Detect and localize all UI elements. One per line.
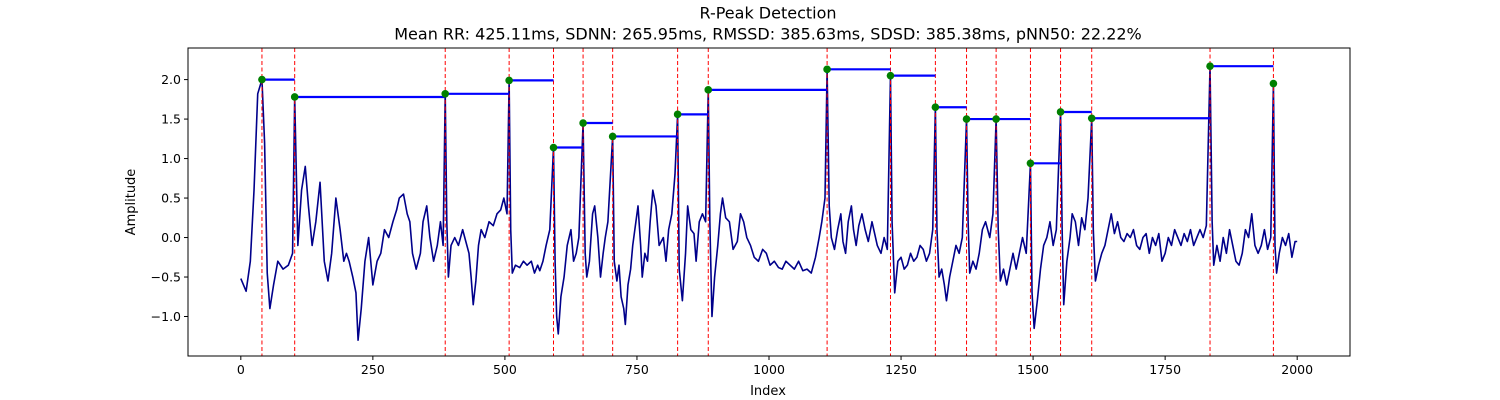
chart-subtitle: Mean RR: 425.11ms, SDNN: 265.95ms, RMSSD… [394,25,1142,44]
y-tick-label-3: 0.5 [161,191,181,206]
r-peak-marker-16 [1056,108,1065,116]
r-peak-marker-18 [1206,62,1214,70]
x-tick-label-7: 1750 [1149,362,1181,377]
r-peak-marker-12 [931,103,940,112]
x-tick-label-1: 250 [361,362,385,377]
r-peak-marker-10 [823,65,831,74]
r-peak-marker-7 [608,132,617,141]
x-tick-label-2: 500 [493,362,517,377]
ecg-signal-line [240,65,1298,342]
r-peak-marker-1 [258,75,266,84]
y-tick-label-6: 2.0 [161,72,181,87]
r-peak-marker-17 [1087,114,1096,123]
r-peak-marker-15 [1026,159,1035,168]
x-tick-label-6: 1500 [1017,362,1049,377]
y-axis-label: Amplitude [124,169,139,236]
y-axis: −1.0 −0.5 0.0 0.5 1.0 1.5 2.0 [151,72,188,324]
r-peak-marker-9 [704,86,713,94]
y-tick-label-1: −0.5 [151,270,181,285]
r-peak-marker-13 [962,115,971,123]
r-peak-marker-19 [1269,79,1278,88]
x-tick-label-0: 0 [237,362,245,377]
x-tick-label-5: 1250 [885,362,917,377]
r-peak-marker-5 [549,143,558,152]
y-tick-label-4: 1.0 [161,151,181,166]
x-tick-label-3: 750 [625,362,649,377]
r-peak-marker-2 [290,93,299,101]
x-axis: 0 250 500 750 1000 1250 1500 1750 2000 [237,356,1313,377]
r-peak-marker-6 [579,119,587,127]
y-tick-label-5: 1.5 [161,112,181,127]
plot-frame [187,47,1351,357]
x-tick-label-8: 2000 [1281,362,1313,377]
x-tick-label-4: 1000 [753,362,785,377]
r-peak-marker-8 [673,110,682,119]
r-peak-marker-11 [886,71,895,80]
x-axis-label: Index [750,384,786,399]
plot-area [240,48,1298,356]
r-peak-marker-14 [992,115,1000,123]
chart-title: R-Peak Detection [699,4,836,23]
r-peak-marker-4 [505,76,513,85]
r-peak-marker-3 [441,90,450,98]
y-tick-label-0: −1.0 [151,309,181,324]
y-tick-label-2: 0.0 [161,230,181,245]
